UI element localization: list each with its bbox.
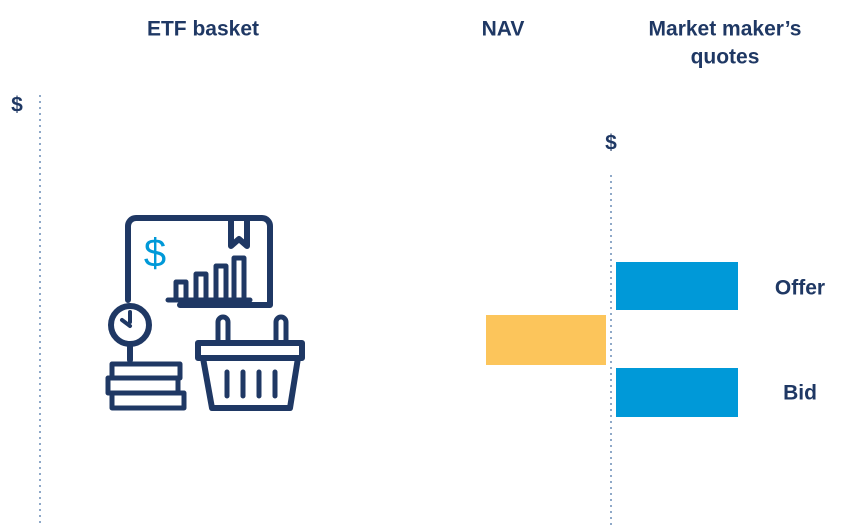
nav-header: NAV (482, 18, 525, 41)
etf-basket-header: ETF basket (147, 18, 259, 41)
bid-bar (616, 368, 738, 417)
nav-bar (486, 315, 606, 365)
svg-text:$: $ (144, 232, 166, 276)
offer-bar (616, 262, 738, 310)
bid-label: Bid (783, 382, 817, 405)
quotes-header: Market maker’s (649, 18, 802, 41)
offer-label: Offer (775, 277, 825, 300)
etf-basket-icon: $ (105, 215, 305, 411)
dollar-symbol: $ (605, 132, 617, 155)
dollar-symbol: $ (11, 94, 23, 117)
quotes-header: quotes (691, 46, 760, 69)
